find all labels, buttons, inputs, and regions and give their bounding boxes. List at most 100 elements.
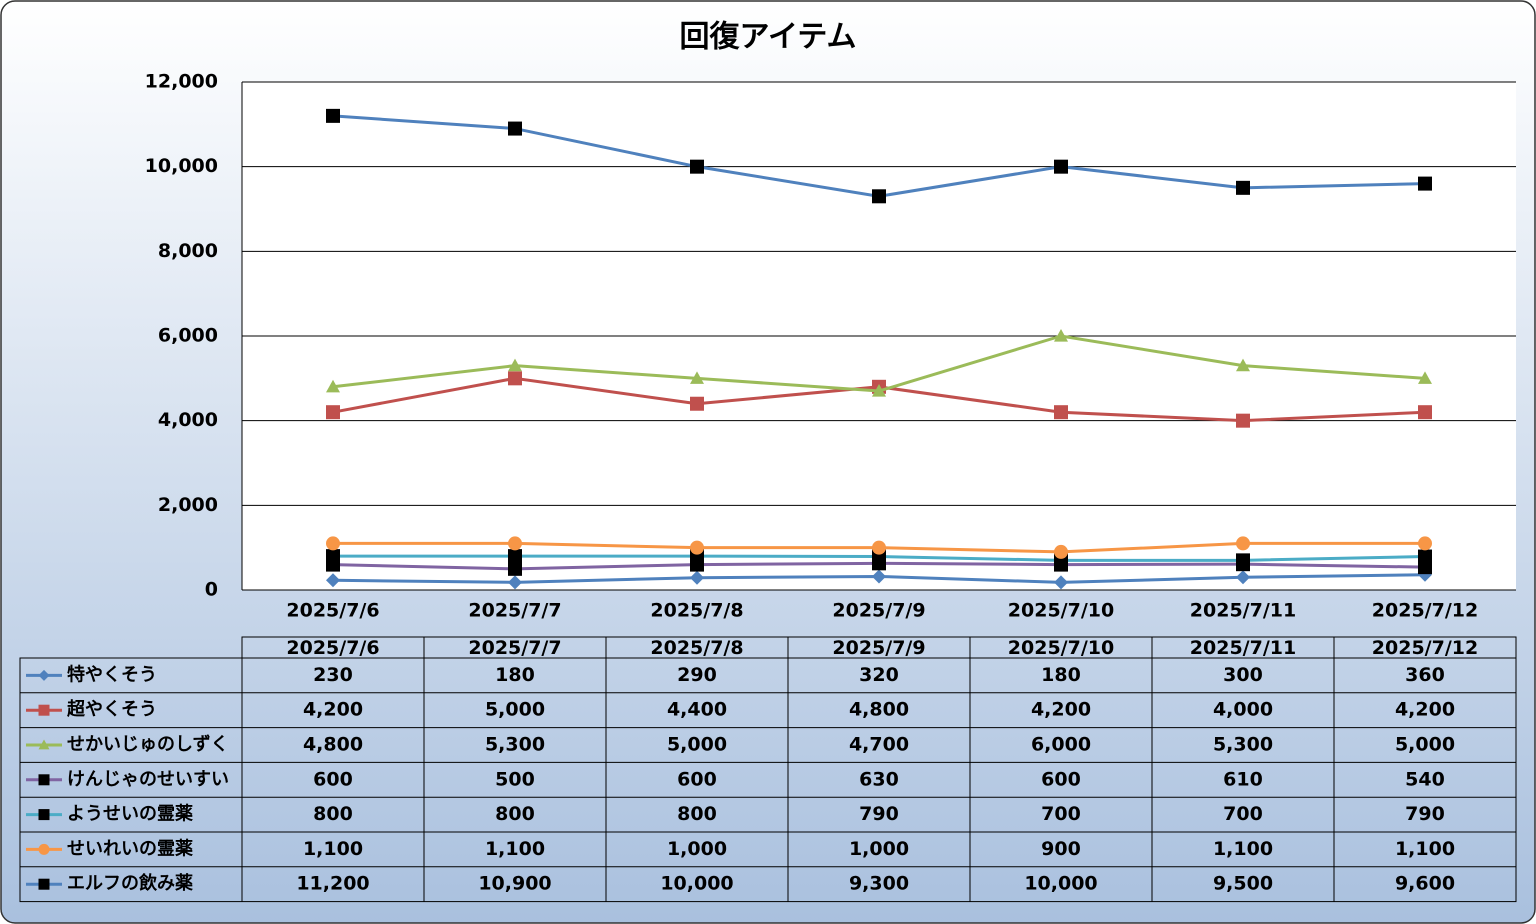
marker bbox=[1236, 358, 1250, 372]
table-cell: 320 bbox=[859, 664, 899, 686]
table-cell: 790 bbox=[859, 803, 899, 825]
table-cell: 9,600 bbox=[1395, 873, 1455, 895]
table-cell: 1,100 bbox=[1395, 838, 1455, 860]
table-cell: 11,200 bbox=[296, 873, 369, 895]
table-cell: 5,300 bbox=[485, 734, 545, 756]
y-tick-label: 0 bbox=[205, 579, 218, 601]
x-tick-label: 2025/7/10 bbox=[1008, 600, 1114, 622]
marker bbox=[508, 536, 522, 551]
marker bbox=[690, 371, 704, 384]
table-cell: 9,300 bbox=[849, 873, 909, 895]
marker bbox=[1418, 560, 1432, 575]
table-cell: 1,100 bbox=[485, 838, 545, 860]
table-cell: 600 bbox=[313, 768, 353, 790]
y-tick-label: 10,000 bbox=[145, 155, 218, 177]
table-cell: 900 bbox=[1041, 838, 1081, 860]
table-cell: 1,000 bbox=[667, 838, 727, 860]
table-header: 2025/7/6 bbox=[286, 637, 379, 659]
marker bbox=[1054, 405, 1068, 420]
marker bbox=[1054, 159, 1068, 174]
table-header: 2025/7/11 bbox=[1190, 637, 1296, 659]
table-cell: 700 bbox=[1223, 803, 1263, 825]
table-cell: 4,400 bbox=[667, 699, 727, 721]
table-cell: 5,000 bbox=[485, 699, 545, 721]
legend-label: けんじゃのせいすい bbox=[67, 769, 229, 790]
table-cell: 10,000 bbox=[1024, 873, 1097, 895]
marker bbox=[872, 384, 886, 397]
table-cell: 790 bbox=[1405, 803, 1445, 825]
table-cell: 600 bbox=[1041, 768, 1081, 790]
marker bbox=[38, 809, 50, 821]
marker bbox=[872, 540, 886, 555]
marker bbox=[326, 108, 340, 123]
table-cell: 360 bbox=[1405, 664, 1445, 686]
marker bbox=[690, 570, 704, 585]
marker bbox=[38, 878, 50, 890]
marker bbox=[1236, 536, 1250, 551]
table-cell: 4,200 bbox=[303, 699, 363, 721]
marker bbox=[326, 573, 340, 588]
table-cell: 5,000 bbox=[667, 734, 727, 756]
legend-label: せいれいの霊薬 bbox=[67, 838, 193, 859]
y-tick-label: 2,000 bbox=[158, 494, 218, 516]
marker bbox=[1418, 405, 1432, 420]
x-tick-label: 2025/7/6 bbox=[286, 600, 379, 622]
y-tick-label: 6,000 bbox=[158, 325, 218, 347]
marker bbox=[38, 739, 50, 750]
table-cell: 4,200 bbox=[1395, 699, 1455, 721]
marker bbox=[38, 704, 50, 716]
table-header: 2025/7/8 bbox=[650, 637, 743, 659]
legend-label: ようせいの霊薬 bbox=[67, 804, 193, 825]
marker bbox=[508, 358, 522, 372]
table-cell: 540 bbox=[1405, 768, 1445, 790]
marker bbox=[326, 379, 340, 393]
marker bbox=[38, 669, 50, 681]
x-tick-label: 2025/7/12 bbox=[1372, 600, 1478, 622]
table-cell: 10,000 bbox=[660, 873, 733, 895]
marker bbox=[326, 536, 340, 551]
table-cell: 290 bbox=[677, 664, 717, 686]
chart-title: 回復アイテム bbox=[680, 20, 857, 55]
table-cell: 700 bbox=[1041, 803, 1081, 825]
table-cell: 5,300 bbox=[1213, 734, 1273, 756]
x-tick-label: 2025/7/11 bbox=[1190, 600, 1296, 622]
marker bbox=[872, 569, 886, 584]
marker bbox=[326, 549, 340, 564]
x-tick-label: 2025/7/8 bbox=[650, 600, 743, 622]
marker bbox=[38, 843, 50, 855]
table-cell: 5,000 bbox=[1395, 734, 1455, 756]
table-header: 2025/7/12 bbox=[1372, 637, 1478, 659]
marker bbox=[1054, 575, 1068, 590]
table-cell: 10,900 bbox=[478, 873, 551, 895]
table-cell: 4,000 bbox=[1213, 699, 1273, 721]
legend-label: 特やくそう bbox=[67, 663, 157, 685]
x-tick-label: 2025/7/7 bbox=[468, 600, 561, 622]
table-header: 2025/7/7 bbox=[468, 637, 561, 659]
marker bbox=[1236, 413, 1250, 428]
table-cell: 4,700 bbox=[849, 734, 909, 756]
marker bbox=[690, 540, 704, 555]
marker bbox=[1054, 329, 1068, 342]
marker bbox=[38, 774, 50, 786]
table-cell: 800 bbox=[313, 803, 353, 825]
marker bbox=[508, 121, 522, 136]
table-cell: 6,000 bbox=[1031, 734, 1091, 756]
table-cell: 4,800 bbox=[849, 699, 909, 721]
table-cell: 500 bbox=[495, 768, 535, 790]
legend-label: 超やくそう bbox=[67, 698, 157, 720]
marker bbox=[1236, 180, 1250, 195]
legend-label: エルフの飲み薬 bbox=[67, 872, 193, 894]
table-cell: 1,100 bbox=[1213, 838, 1273, 860]
marker bbox=[1236, 553, 1250, 568]
marker bbox=[1054, 544, 1068, 559]
marker bbox=[1418, 371, 1432, 384]
table-cell: 180 bbox=[495, 664, 535, 686]
y-tick-label: 12,000 bbox=[145, 71, 218, 93]
table-header: 2025/7/10 bbox=[1008, 637, 1114, 659]
table-cell: 300 bbox=[1223, 664, 1263, 686]
table-cell: 1,100 bbox=[303, 838, 363, 860]
marker bbox=[872, 189, 886, 204]
table-cell: 230 bbox=[313, 664, 353, 686]
table-cell: 610 bbox=[1223, 768, 1263, 790]
